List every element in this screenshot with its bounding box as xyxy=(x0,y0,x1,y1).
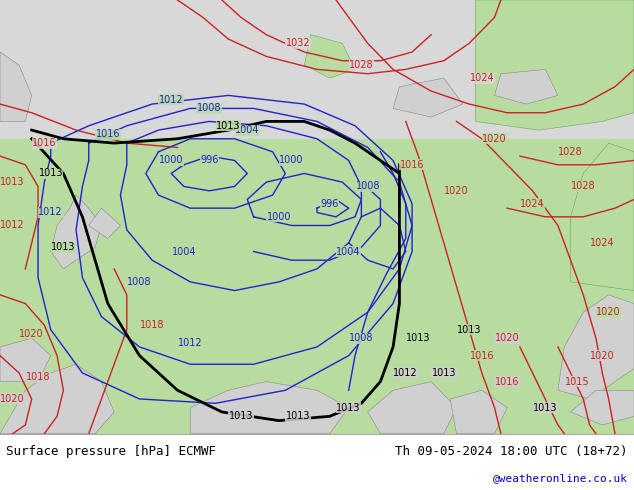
Text: 1008: 1008 xyxy=(349,333,373,343)
Polygon shape xyxy=(393,78,463,117)
Polygon shape xyxy=(89,208,120,239)
Polygon shape xyxy=(190,382,349,434)
Text: Surface pressure [hPa] ECMWF: Surface pressure [hPa] ECMWF xyxy=(6,445,216,458)
Polygon shape xyxy=(450,390,507,434)
Text: 1013: 1013 xyxy=(406,333,430,343)
Text: 1024: 1024 xyxy=(590,238,614,248)
Text: 1000: 1000 xyxy=(159,155,183,166)
Text: 1004: 1004 xyxy=(172,246,196,257)
Text: 1024: 1024 xyxy=(470,73,494,83)
Text: 1000: 1000 xyxy=(280,155,304,166)
Text: 1012: 1012 xyxy=(159,95,183,105)
Text: 1013: 1013 xyxy=(533,403,557,413)
Text: 1013: 1013 xyxy=(337,403,361,413)
Text: 1020: 1020 xyxy=(597,307,621,317)
Text: 1012: 1012 xyxy=(394,368,418,378)
Polygon shape xyxy=(51,195,101,269)
Text: 1020: 1020 xyxy=(1,394,25,404)
Text: 1028: 1028 xyxy=(559,147,583,157)
Text: 1008: 1008 xyxy=(127,277,152,287)
Polygon shape xyxy=(571,390,634,425)
Text: 1024: 1024 xyxy=(521,199,545,209)
Text: 1020: 1020 xyxy=(20,329,44,339)
Text: 1004: 1004 xyxy=(235,125,259,135)
Text: 1032: 1032 xyxy=(286,38,310,49)
Polygon shape xyxy=(476,0,634,130)
Text: 1013: 1013 xyxy=(229,411,253,421)
Text: 1016: 1016 xyxy=(400,160,424,170)
Text: 1028: 1028 xyxy=(571,181,595,192)
Text: 1018: 1018 xyxy=(140,320,164,330)
Polygon shape xyxy=(571,143,634,291)
Text: 1013: 1013 xyxy=(286,411,310,421)
Bar xyxy=(0,0,634,139)
Text: 996: 996 xyxy=(200,155,218,166)
Text: 1012: 1012 xyxy=(178,338,202,347)
Text: 1012: 1012 xyxy=(39,207,63,218)
Polygon shape xyxy=(0,364,114,434)
Polygon shape xyxy=(0,338,51,382)
Text: 1013: 1013 xyxy=(51,242,75,252)
Text: 1028: 1028 xyxy=(349,60,373,70)
Text: 1016: 1016 xyxy=(495,377,519,387)
Text: 1008: 1008 xyxy=(197,103,221,113)
Polygon shape xyxy=(558,295,634,399)
Text: 1004: 1004 xyxy=(337,246,361,257)
Text: 1013: 1013 xyxy=(1,177,25,187)
Text: 996: 996 xyxy=(321,199,339,209)
Text: 1020: 1020 xyxy=(482,134,507,144)
Text: 1013: 1013 xyxy=(432,368,456,378)
Text: 1013: 1013 xyxy=(39,169,63,178)
Text: 1013: 1013 xyxy=(457,324,481,335)
Polygon shape xyxy=(0,52,32,122)
Polygon shape xyxy=(495,70,558,104)
Text: 1015: 1015 xyxy=(565,377,589,387)
Polygon shape xyxy=(304,35,355,78)
Text: Th 09-05-2024 18:00 UTC (18+72): Th 09-05-2024 18:00 UTC (18+72) xyxy=(395,445,628,458)
Text: @weatheronline.co.uk: @weatheronline.co.uk xyxy=(493,472,628,483)
Bar xyxy=(0,139,634,434)
Text: 1020: 1020 xyxy=(495,333,519,343)
Text: 1020: 1020 xyxy=(590,350,614,361)
Text: 1016: 1016 xyxy=(32,138,56,148)
Text: 1013: 1013 xyxy=(216,121,240,131)
Text: 1012: 1012 xyxy=(1,220,25,230)
Text: 1016: 1016 xyxy=(470,350,494,361)
Text: 1008: 1008 xyxy=(356,181,380,192)
Text: 1020: 1020 xyxy=(444,186,469,196)
Text: 1000: 1000 xyxy=(267,212,291,222)
Text: 1016: 1016 xyxy=(96,129,120,140)
Text: 1018: 1018 xyxy=(26,372,50,382)
Polygon shape xyxy=(368,382,456,434)
